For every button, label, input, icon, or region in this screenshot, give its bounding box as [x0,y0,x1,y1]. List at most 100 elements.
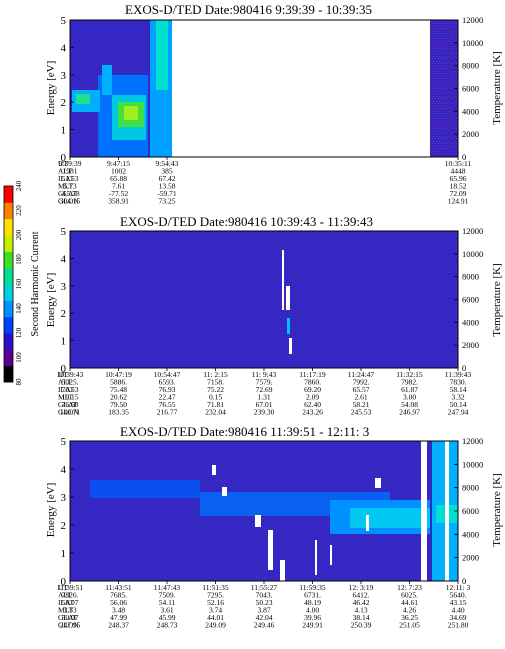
info-cell: 7992. [353,378,370,387]
info-row-label: UT [58,583,68,592]
panel-3-blob-3 [255,515,261,527]
panel-3-blob-2 [222,487,227,496]
info-cell: 67.42 [159,174,176,183]
info-cell: 58.07 [62,598,79,607]
panel-3-white-strip-1 [421,441,427,581]
info-cell: 11:51:35 [202,583,229,592]
info-cell: 7295. [207,591,224,600]
y2tick-label: 10000 [462,38,483,48]
info-cell: 62.40 [304,400,321,409]
info-cell: 2.61 [354,393,367,402]
y2tick-label: 12000 [462,226,483,236]
panel-3-yticks: 0 1 2 3 4 5 [61,436,74,588]
ytick-label: 1 [61,125,67,137]
ytick-label: 3 [61,70,67,82]
colorbar-swatch [4,284,13,301]
info-cell: 73.25 [159,197,176,206]
panel-3-blob-5 [280,560,285,581]
info-cell: 10:39:43 [57,370,84,379]
info-cell: 216.77 [157,408,178,417]
info-cell: 11:39:51 [57,583,84,592]
y2tick-label: 2000 [462,553,479,563]
info-row-label: MLT [58,606,74,615]
panel-1-plot [69,19,459,158]
y2tick-label: 0 [462,152,466,162]
colorbar-tick-label: 100 [15,352,23,363]
info-cell: 249.46 [254,621,275,630]
info-cell: 39.96 [304,613,321,622]
info-cell: 10:35:11 [445,159,472,168]
info-cell: 11:43:51 [105,583,132,592]
info-cell: 3.00 [403,393,416,402]
panel-3-info-table: UTALTILATMLTGLATGLON11:39:517826.58.073.… [57,581,471,630]
ytick-label: 1 [61,548,67,560]
colorbar-ticks: 80 100 120 140 160 180 200 220 240 [15,180,23,385]
info-cell: 239.30 [254,408,275,417]
y2tick-label: 2000 [462,340,479,350]
info-cell: 13.58 [159,182,176,191]
panel-1-data-gap [172,20,430,157]
info-cell: 247.94 [448,408,469,417]
info-row-label: GLON [58,621,79,630]
info-cell: 18.52 [450,182,467,191]
info-cell: 358.91 [108,197,129,206]
y2tick-label: 0 [462,363,466,373]
info-cell: 34.69 [450,613,467,622]
info-cell: 11:32:15 [396,370,423,379]
info-cell: 232.04 [205,408,226,417]
panel-2-yticks: 0 1 2 3 4 5 [61,226,74,375]
info-cell: -59.71 [157,189,177,198]
info-cell: 5640. [450,591,467,600]
info-cell: 65.88 [110,174,127,183]
info-cell: 243.26 [302,408,323,417]
ytick-label: 4 [61,464,67,476]
info-cell: 385 [161,167,173,176]
info-cell: 46.42 [353,598,370,607]
ytick-label: 4 [61,253,67,265]
info-cell: 6593. [159,378,176,387]
ytick-label: 3 [61,492,67,504]
panel-2-y2ticks: 0 2000 4000 6000 8000 10000 12000 [454,226,483,373]
info-cell: 58.14 [450,385,467,394]
colorbar-tick-label: 220 [15,205,23,216]
y2tick-label: 6000 [462,506,479,516]
ytick-label: 2 [61,97,67,109]
info-cell: 67.01 [256,400,273,409]
info-cell: 19.15 [62,393,79,402]
panel-1-cyan-core [156,20,168,90]
colorbar-swatch [4,349,13,367]
info-cell: 56.06 [110,598,127,607]
ytick-label: 2 [61,520,67,532]
y2tick-label: 8000 [462,272,479,282]
info-cell: 72.69 [256,385,273,394]
y2tick-label: 10000 [462,459,483,469]
panel-2-background [70,231,458,368]
info-cell: 9:54:43 [156,159,179,168]
panel-3-blob-7 [330,545,332,565]
panel-1-yticks: 0 1 2 3 4 5 [61,15,74,164]
y2tick-label: 4000 [462,106,479,116]
panel-2-title: EXOS-D/TED Date:980416 10:39:43 - 11:39:… [120,214,373,229]
info-cell: 12:11: 3 [446,583,471,592]
info-row-label: GLAT [58,400,78,409]
panel-3-band-left [90,480,200,498]
colorbar-tick-label: 120 [15,327,23,338]
info-cell: 2.09 [306,393,319,402]
info-cell: 1.31 [257,393,270,402]
panel-3: EXOS-D/TED Date:980416 11:39:51 - 12:11:… [45,424,503,630]
y2tick-label: 12000 [462,436,483,446]
colorbar-swatch [4,316,13,334]
info-cell: -65.78 [60,189,80,198]
info-cell: 79.50 [110,400,127,409]
info-cell: 54.11 [159,598,176,607]
colorbar: 80 100 120 140 160 180 200 220 240 Second Harmon… [3,180,41,386]
info-cell: 140.71 [60,408,81,417]
y2tick-label: 10000 [462,249,483,259]
panel-2-spike-3 [287,318,290,334]
panel-3-y2label: Temperature [K] [491,473,503,546]
info-cell: 4.13 [354,606,367,615]
info-cell: 70.53 [62,385,79,394]
